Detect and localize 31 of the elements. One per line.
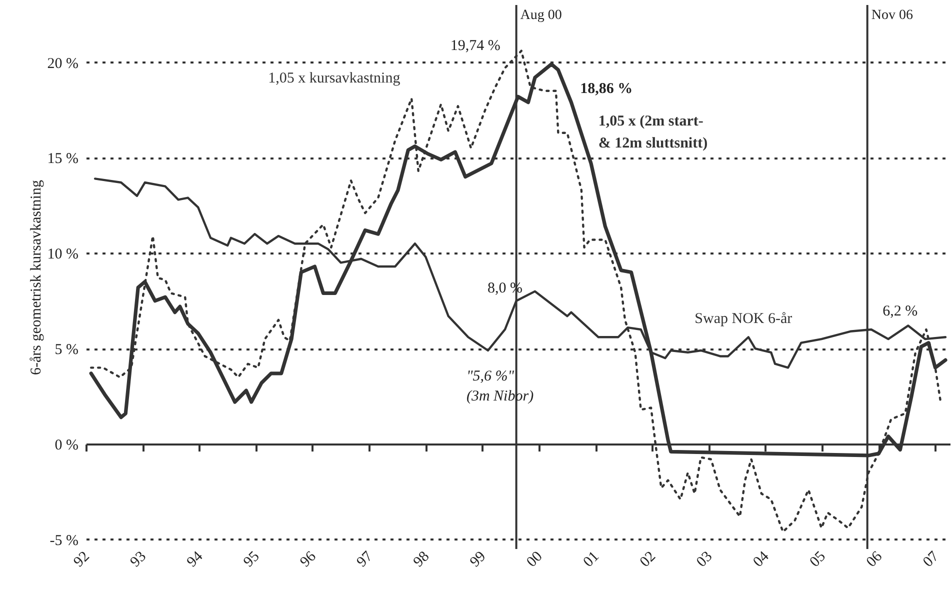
y-tick-label: 10 % (47, 246, 78, 263)
annotation: 19,74 % (450, 38, 500, 54)
annotation: 6,2 % (882, 304, 918, 320)
x-tick-label: 92 (70, 548, 93, 570)
x-tick-label: 03 (694, 548, 716, 570)
x-tick-label: 02 (637, 548, 660, 570)
series-label: Swap NOK 6-år (694, 311, 792, 328)
x-tick-label: 01 (580, 548, 602, 570)
y-tick-label: 5 % (54, 342, 78, 358)
y-tick-label: 20 % (47, 56, 78, 72)
x-tick-label: 07 (920, 548, 942, 570)
y-tick-label: -5 % (50, 532, 78, 549)
series-label: 1,05 x kursavkastning (268, 70, 401, 87)
x-tick-label: 95 (240, 548, 263, 570)
x-tick-label: 97 (354, 548, 376, 570)
annotation: 18,86 % (580, 81, 633, 98)
ref-line-label: Nov 06 (871, 8, 913, 23)
x-tick-label: 04 (750, 548, 773, 570)
x-tick-label: 98 (410, 548, 433, 570)
x-tick-label: 94 (184, 548, 206, 570)
series-label: 1,05 x (2m start- & 12m sluttsnitt) (598, 113, 708, 152)
x-tick-label: 96 (297, 548, 320, 570)
x-tick-label: 06 (864, 548, 886, 570)
y-axis-title: 6-års geometrisk kursavkastning (28, 180, 44, 375)
y-tick-label: 15 % (47, 151, 78, 168)
x-tick-label: 93 (128, 548, 150, 570)
ref-line-label: Aug 00 (520, 8, 562, 23)
y-tick-label: 0 % (54, 438, 78, 454)
x-tick-label: 00 (524, 548, 546, 570)
x-tick-label: 99 (467, 548, 490, 570)
x-tick-label: 05 (806, 548, 829, 570)
